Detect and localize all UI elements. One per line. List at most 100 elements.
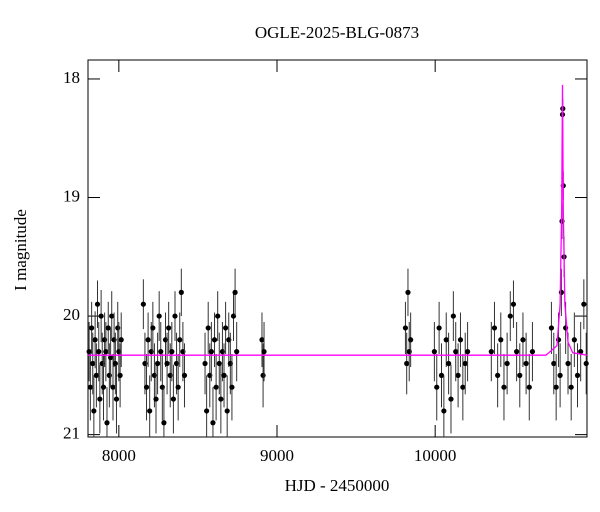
data-point <box>93 372 99 378</box>
data-point <box>571 337 577 343</box>
data-point <box>211 337 218 343</box>
data-point <box>103 349 109 355</box>
data-point <box>558 289 564 295</box>
data-point <box>520 337 526 343</box>
data-point <box>260 372 266 378</box>
data-point <box>118 337 124 343</box>
data-point <box>438 372 445 378</box>
data-point <box>100 384 107 390</box>
data-point <box>402 325 409 331</box>
data-point <box>169 349 175 355</box>
data-point <box>109 313 115 319</box>
data-point <box>557 372 563 378</box>
data-point <box>170 396 177 402</box>
data-point <box>94 301 101 307</box>
data-point <box>507 313 513 319</box>
data-point <box>526 384 532 390</box>
data-point <box>112 360 118 367</box>
y-tick-label: 21 <box>63 424 80 443</box>
data-point <box>446 360 452 367</box>
data-point <box>106 372 112 378</box>
data-point <box>98 313 104 319</box>
data-point <box>498 337 504 343</box>
data-point <box>113 396 120 402</box>
data-point <box>213 384 219 390</box>
data-point <box>166 325 172 331</box>
data-point <box>86 349 92 355</box>
data-point <box>154 360 161 367</box>
data-point <box>111 337 117 343</box>
data-point <box>441 408 447 414</box>
data-point <box>204 408 210 414</box>
data-point <box>116 349 122 355</box>
data-point <box>548 325 555 331</box>
data-point <box>259 337 265 343</box>
data-point <box>164 360 170 367</box>
data-point <box>156 313 162 319</box>
x-axis-label: HJD - 2450000 <box>285 476 390 495</box>
data-point <box>261 349 267 355</box>
y-tick-label: 19 <box>63 186 80 205</box>
data-point <box>464 349 471 355</box>
data-point <box>462 360 468 367</box>
data-point <box>108 354 114 361</box>
data-point <box>583 360 589 367</box>
data-point <box>224 408 230 414</box>
data-point <box>488 349 494 355</box>
data-point <box>147 408 153 414</box>
data-point <box>87 384 93 390</box>
data-point <box>89 325 95 331</box>
data-point <box>455 372 461 378</box>
data-point <box>175 384 181 390</box>
data-point <box>450 313 456 319</box>
data-point <box>177 337 183 343</box>
data-point <box>453 349 459 355</box>
data-point <box>102 337 108 343</box>
data-point <box>501 384 507 390</box>
data-point <box>99 360 105 367</box>
data-point <box>97 396 103 402</box>
data-point <box>408 337 414 343</box>
data-point <box>553 384 559 390</box>
data-point <box>405 289 411 295</box>
data-point <box>221 372 227 378</box>
data-point <box>436 325 442 331</box>
data-point <box>115 325 121 331</box>
data-point <box>218 396 224 402</box>
data-point <box>161 420 167 426</box>
data-point <box>104 420 110 426</box>
data-point <box>143 384 150 390</box>
data-point <box>565 360 571 367</box>
data-point <box>443 337 449 343</box>
data-point <box>229 384 235 390</box>
x-tick-label: 8000 <box>102 446 136 465</box>
data-point <box>208 349 214 355</box>
y-tick-label: 18 <box>63 68 80 87</box>
data-point <box>205 325 211 331</box>
data-point <box>234 349 240 355</box>
data-point <box>529 349 536 355</box>
data-point <box>504 360 510 367</box>
data-point <box>581 301 587 307</box>
model-curve <box>88 84 588 356</box>
data-point <box>434 384 440 390</box>
data-point <box>181 372 188 378</box>
data-point <box>90 360 96 367</box>
data-point <box>158 349 164 355</box>
data-point <box>150 325 156 331</box>
data-point <box>105 325 111 331</box>
data-point <box>153 396 159 402</box>
data-point <box>91 408 97 414</box>
data-point <box>495 372 501 378</box>
data-point <box>210 420 216 426</box>
data-point <box>457 337 464 343</box>
data-point <box>578 349 584 355</box>
data-point <box>110 384 116 390</box>
data-point <box>568 384 574 390</box>
data-point <box>514 349 520 355</box>
chart-title: OGLE-2025-BLG-0873 <box>255 23 419 42</box>
x-tick-label: 9000 <box>260 446 294 465</box>
data-point <box>178 289 184 295</box>
